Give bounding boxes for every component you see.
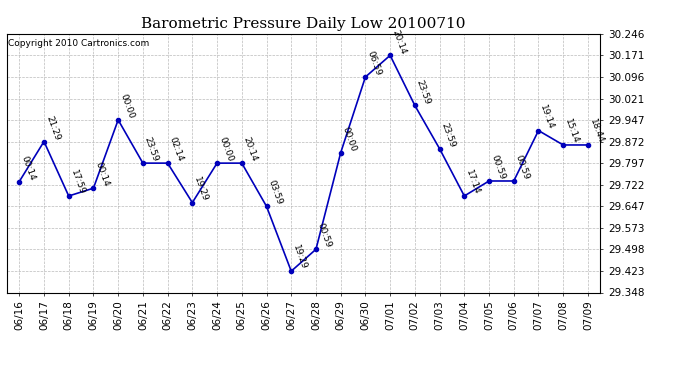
Text: 17:14: 17:14 <box>464 169 482 196</box>
Text: 02:14: 02:14 <box>168 136 185 163</box>
Text: 19:29: 19:29 <box>193 176 210 202</box>
Text: 21:29: 21:29 <box>44 114 61 141</box>
Text: Copyright 2010 Cartronics.com: Copyright 2010 Cartronics.com <box>8 39 149 48</box>
Text: 23:59: 23:59 <box>440 122 457 149</box>
Text: 20:14: 20:14 <box>390 28 407 56</box>
Text: 00:00: 00:00 <box>217 136 235 163</box>
Text: 00:59: 00:59 <box>514 154 531 181</box>
Text: 17:59: 17:59 <box>69 169 86 196</box>
Title: Barometric Pressure Daily Low 20100710: Barometric Pressure Daily Low 20100710 <box>141 17 466 31</box>
Text: 20:14: 20:14 <box>241 136 259 163</box>
Text: 06:59: 06:59 <box>366 50 383 77</box>
Text: 00:00: 00:00 <box>341 125 358 153</box>
Text: 03:59: 03:59 <box>266 179 284 206</box>
Text: 23:59: 23:59 <box>143 136 160 163</box>
Text: 19:29: 19:29 <box>291 244 308 271</box>
Text: 18:44: 18:44 <box>588 118 605 145</box>
Text: 00:14: 00:14 <box>93 161 110 188</box>
Text: 00:59: 00:59 <box>489 154 506 181</box>
Text: 15:14: 15:14 <box>563 118 580 145</box>
Text: 23:59: 23:59 <box>415 78 432 105</box>
Text: 00:00: 00:00 <box>118 93 135 120</box>
Text: 00:59: 00:59 <box>316 222 333 249</box>
Text: 00:14: 00:14 <box>19 154 37 182</box>
Text: 19:14: 19:14 <box>538 103 555 130</box>
